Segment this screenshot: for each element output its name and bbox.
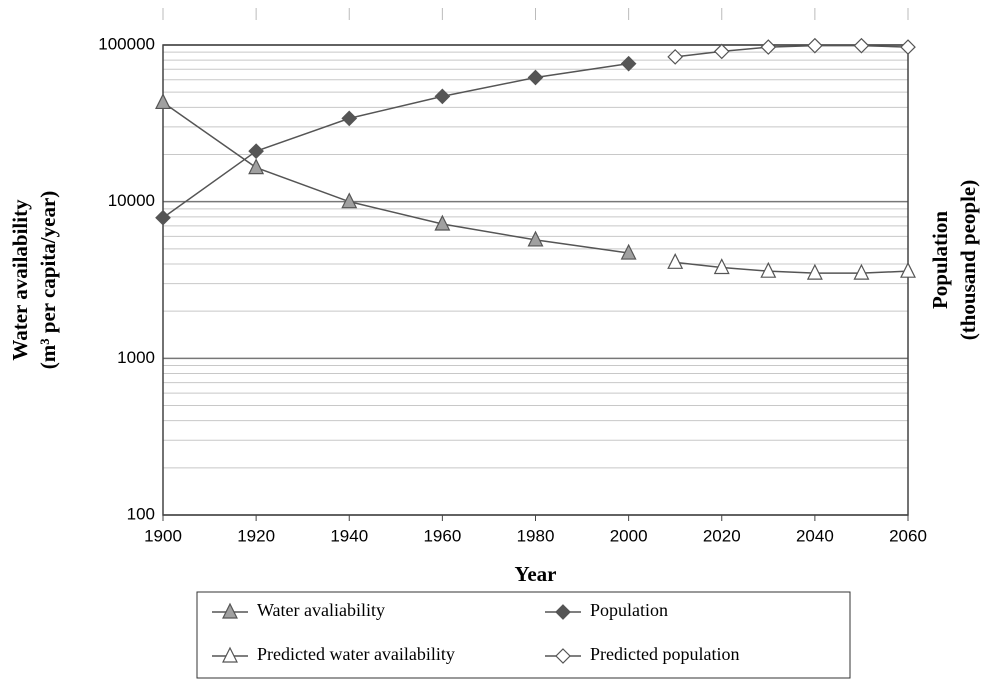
marker [527, 230, 544, 247]
x-tick-label: 2000 [610, 526, 648, 545]
legend-label: Predicted population [590, 644, 739, 664]
x-axis-label: Year [515, 562, 557, 586]
legend-marker [222, 602, 238, 619]
marker [155, 209, 171, 226]
marker [341, 110, 358, 127]
marker [155, 93, 171, 110]
marker [667, 49, 684, 65]
x-tick-label: 2020 [703, 526, 741, 545]
x-tick-label: 1900 [144, 526, 182, 545]
y2-axis-label: Population [928, 211, 952, 309]
y-axis-label: (m³ per capita/year) [36, 191, 60, 370]
x-tick-label: 1920 [237, 526, 275, 545]
y-tick-label: 100 [127, 504, 155, 523]
marker [807, 37, 823, 54]
legend-marker [222, 646, 238, 663]
marker [248, 158, 265, 175]
marker [667, 252, 684, 269]
marker [760, 39, 777, 55]
marker [853, 263, 870, 280]
legend-label: Water avaliability [257, 600, 385, 620]
legend-label: Predicted water availability [257, 644, 455, 664]
y2-axis-label: (thousand people) [956, 180, 980, 340]
y-axis-label: Water availability [8, 199, 32, 361]
y-tick-label: 1000 [117, 348, 155, 367]
marker [900, 261, 916, 278]
marker [434, 214, 451, 231]
marker [341, 192, 358, 209]
legend-label: Population [590, 600, 668, 620]
x-tick-label: 2040 [796, 526, 834, 545]
x-tick-label: 1960 [423, 526, 461, 545]
series-line [675, 261, 909, 274]
marker [853, 37, 870, 54]
legend-marker [555, 604, 571, 620]
marker [248, 143, 264, 160]
marker [527, 69, 544, 86]
series-line [162, 62, 629, 219]
x-tick-label: 2060 [889, 526, 927, 545]
series-line [675, 44, 909, 58]
marker [434, 88, 451, 105]
x-tick-label: 1940 [330, 526, 368, 545]
marker [806, 263, 823, 280]
plot-border [162, 44, 909, 516]
marker [900, 39, 916, 55]
legend-box [196, 591, 851, 679]
series-line [162, 101, 629, 254]
y-tick-label: 100000 [98, 34, 155, 53]
marker [620, 243, 637, 260]
marker [713, 258, 730, 275]
legend-marker [555, 648, 571, 664]
x-tick-label: 1980 [517, 526, 555, 545]
y-tick-label: 10000 [108, 191, 155, 210]
marker [620, 55, 637, 72]
marker [713, 43, 730, 60]
marker [760, 261, 777, 278]
